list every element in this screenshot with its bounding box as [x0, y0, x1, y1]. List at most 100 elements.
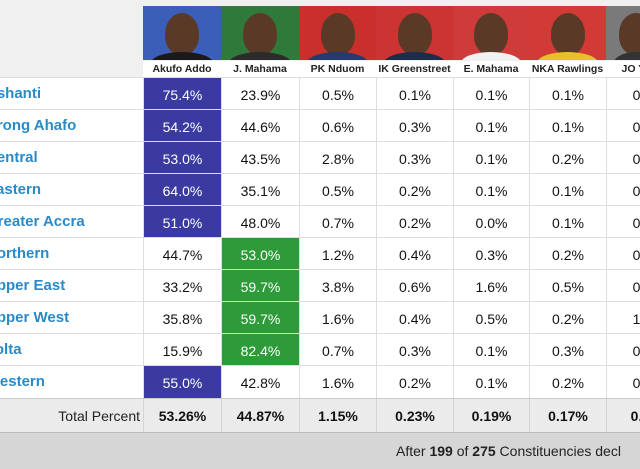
- candidate-photo: [143, 6, 221, 60]
- region-link[interactable]: Ashanti: [0, 85, 42, 102]
- vote-percent-cell: 0.1%: [453, 78, 529, 110]
- status-footer: After 199 of 275 Constituencies decl: [0, 432, 640, 469]
- vote-percent-cell: 0.6%: [299, 110, 376, 142]
- vote-percent-cell: 0.1%: [529, 174, 606, 206]
- vote-percent-cell: 82.4%: [221, 334, 299, 366]
- total-percent-cell: 44.87%: [221, 399, 299, 433]
- vote-percent-cell: 15.9%: [143, 334, 221, 366]
- candidate-shirt: [229, 52, 291, 60]
- vote-percent-cell: 0: [606, 334, 640, 366]
- table-row[interactable]: Eastern64.0%35.1%0.5%0.2%0.1%0.1%0: [0, 173, 640, 206]
- vote-percent-cell: 53.0%: [221, 238, 299, 270]
- vote-percent-cell: 0.1%: [453, 142, 529, 174]
- vote-percent-cell: 0: [606, 174, 640, 206]
- candidate-header: Akufo Addo J. Mahama PK Nduom IK Greenstree…: [0, 0, 640, 77]
- vote-percent-cell: 23.9%: [221, 78, 299, 110]
- vote-percent-cell: 3.8%: [299, 270, 376, 302]
- footer-of: of: [456, 443, 469, 459]
- table-row[interactable]: Greater Accra 51.0%48.0%0.7%0.2%0.0%0.1%0: [0, 205, 640, 238]
- candidate-face: [550, 13, 585, 55]
- vote-percent-cell: 1.2%: [299, 238, 376, 270]
- vote-percent-cell: 44.6%: [221, 110, 299, 142]
- vote-percent-cell: 0: [606, 142, 640, 174]
- vote-percent-cell: 0.1%: [529, 206, 606, 238]
- region-link[interactable]: Central: [0, 149, 38, 166]
- candidate-name: IK Greenstreet: [376, 61, 453, 77]
- candidate-face: [243, 13, 277, 55]
- table-row[interactable]: Central 53.0%43.5%2.8%0.3%0.1%0.2%0: [0, 141, 640, 174]
- table-row[interactable]: Upper West 35.8%59.7%1.6%0.4%0.5%0.2%1: [0, 301, 640, 334]
- region-link[interactable]: Brong Ahafo: [0, 117, 77, 134]
- vote-percent-cell: 0.1%: [529, 78, 606, 110]
- total-percent-row: Total Percent 53.26% 44.87% 1.15% 0.23% 0.19…: [0, 398, 640, 433]
- vote-percent-cell: 0.2%: [376, 366, 453, 398]
- footer-prefix: After: [396, 443, 426, 459]
- vote-percent-cell: 51.0%: [143, 206, 221, 238]
- table-row[interactable]: Northern 44.7%53.0%1.2%0.4%0.3%0.2%0: [0, 237, 640, 270]
- candidate-column-header: J. Mahama: [221, 6, 299, 77]
- vote-percent-cell: 0.3%: [376, 142, 453, 174]
- vote-percent-cell: 1: [606, 302, 640, 334]
- candidate-shirt: [614, 52, 640, 60]
- candidate-name: NKA Rawlings: [529, 61, 606, 77]
- table-row[interactable]: Ashanti75.4%23.9%0.5%0.1%0.1%0.1%0: [0, 77, 640, 110]
- total-constituencies: 275: [472, 443, 496, 459]
- region-link[interactable]: Volta: [0, 341, 22, 358]
- candidate-face: [397, 13, 432, 55]
- vote-percent-cell: 44.7%: [143, 238, 221, 270]
- candidate-shirt: [461, 52, 521, 60]
- region-link[interactable]: Greater Accra: [0, 213, 85, 230]
- vote-percent-cell: 42.8%: [221, 366, 299, 398]
- vote-percent-cell: 0.2%: [376, 174, 453, 206]
- vote-percent-cell: 0.2%: [529, 366, 606, 398]
- total-percent-cell: 0.17%: [529, 399, 606, 433]
- candidate-photo: [606, 6, 640, 60]
- vote-percent-cell: 0: [606, 110, 640, 142]
- vote-percent-cell: 0.7%: [299, 334, 376, 366]
- total-percent-cell: 0.23%: [376, 399, 453, 433]
- candidate-shirt: [537, 52, 598, 60]
- candidate-name: Akufo Addo: [143, 61, 221, 77]
- vote-percent-cell: 43.5%: [221, 142, 299, 174]
- vote-percent-cell: 0.2%: [529, 142, 606, 174]
- vote-percent-cell: 0.4%: [376, 302, 453, 334]
- candidate-column-header: PK Nduom: [299, 6, 376, 77]
- region-link[interactable]: Northern: [0, 245, 50, 262]
- vote-percent-cell: 0: [606, 238, 640, 270]
- vote-percent-cell: 0.1%: [376, 78, 453, 110]
- vote-percent-cell: 0.1%: [453, 174, 529, 206]
- constituencies-declared-text: After 199 of 275 Constituencies decl: [396, 433, 621, 469]
- total-percent-cell: 1.15%: [299, 399, 376, 433]
- candidate-photo: [221, 6, 299, 60]
- candidate-column-header: JO Ye: [606, 6, 640, 77]
- table-row[interactable]: Western55.0%42.8%1.6%0.2%0.1%0.2%0: [0, 365, 640, 398]
- vote-percent-cell: 0.1%: [453, 110, 529, 142]
- candidate-name: E. Mahama: [453, 61, 529, 77]
- vote-percent-cell: 0.3%: [376, 110, 453, 142]
- region-link[interactable]: Upper West: [0, 309, 70, 326]
- vote-percent-cell: 0.6%: [376, 270, 453, 302]
- region-link[interactable]: Upper East: [0, 277, 66, 294]
- table-row[interactable]: Volta15.9%82.4%0.7%0.3%0.1%0.3%0: [0, 333, 640, 366]
- vote-percent-cell: 0.1%: [453, 334, 529, 366]
- candidate-name: JO Ye: [606, 61, 640, 77]
- vote-percent-cell: 0.5%: [299, 78, 376, 110]
- vote-percent-cell: 1.6%: [299, 302, 376, 334]
- vote-percent-cell: 0: [606, 78, 640, 110]
- region-link[interactable]: Eastern: [0, 181, 42, 198]
- candidate-photo: [529, 6, 606, 60]
- vote-percent-cell: 0.3%: [529, 334, 606, 366]
- vote-percent-cell: 53.0%: [143, 142, 221, 174]
- vote-percent-cell: 35.1%: [221, 174, 299, 206]
- vote-percent-cell: 33.2%: [143, 270, 221, 302]
- vote-percent-cell: 55.0%: [143, 366, 221, 398]
- candidate-face: [619, 13, 640, 55]
- candidate-photo: [299, 6, 376, 60]
- vote-percent-cell: 0.1%: [529, 110, 606, 142]
- declared-count: 199: [429, 443, 453, 459]
- region-link[interactable]: Western: [0, 373, 45, 390]
- table-row[interactable]: Upper East 33.2%59.7%3.8%0.6%1.6%0.5%0: [0, 269, 640, 302]
- vote-percent-cell: 0.2%: [529, 238, 606, 270]
- candidate-name: PK Nduom: [299, 61, 376, 77]
